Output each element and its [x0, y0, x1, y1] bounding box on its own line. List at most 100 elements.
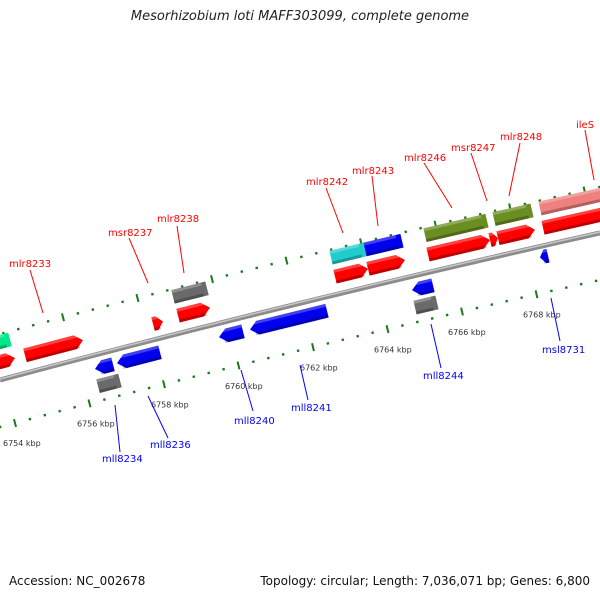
reverse-gene-label[interactable]: mll8244	[423, 371, 464, 382]
reverse-scale-minor-tick	[266, 356, 270, 360]
forward-gene-label[interactable]: mlr8243	[352, 166, 394, 177]
gene-feature[interactable]	[366, 253, 406, 276]
genome-backbone-highlight	[0, 231, 600, 380]
reverse-scale-major-tick	[460, 307, 464, 316]
reverse-scale-minor-tick	[58, 409, 62, 413]
forward-scale-minor-tick	[31, 323, 35, 327]
gene-feature[interactable]	[496, 223, 536, 246]
reverse-scale-minor-tick	[296, 349, 300, 353]
gene-feature[interactable]	[217, 324, 245, 345]
forward-scale-minor-tick	[225, 273, 229, 277]
gene-feature[interactable]	[23, 333, 85, 363]
reverse-scale-major-tick	[13, 418, 17, 428]
reverse-scale-minor-tick	[43, 413, 47, 417]
scale-label: 6766 kbp	[448, 328, 486, 337]
scale-label: 6764 kbp	[374, 345, 412, 354]
forward-gene-label[interactable]: mlr8246	[404, 153, 446, 164]
forward-scale-minor-tick	[299, 255, 303, 259]
reverse-label-leader	[240, 369, 254, 412]
reverse-scale-major-tick	[236, 361, 241, 370]
gene-feature[interactable]	[0, 332, 12, 352]
reverse-scale-major-tick	[162, 380, 166, 389]
forward-scale-minor-tick	[597, 185, 600, 189]
reverse-label-leader	[114, 404, 121, 453]
reverse-scale-minor-tick	[222, 367, 226, 371]
reverse-scale-minor-tick	[564, 286, 568, 290]
forward-label-leader	[371, 175, 379, 227]
reverse-gene-label[interactable]: mll8240	[234, 416, 275, 427]
gene-feature[interactable]	[538, 248, 550, 264]
scale-label: 6754 kbp	[3, 439, 41, 448]
forward-gene-label[interactable]: msr8237	[108, 228, 153, 239]
reverse-scale-minor-tick	[400, 324, 404, 327]
reverse-gene-label[interactable]: msl8731	[542, 345, 585, 356]
reverse-scale-major-tick	[385, 324, 390, 334]
gene-feature[interactable]	[492, 203, 534, 226]
reverse-scale-minor-tick	[0, 425, 2, 429]
reverse-scale-minor-tick	[445, 313, 449, 317]
gene-feature[interactable]	[96, 373, 122, 393]
forward-gene-label[interactable]: mlr8238	[157, 214, 199, 225]
gene-feature[interactable]	[171, 281, 209, 304]
gene-feature[interactable]	[541, 203, 600, 235]
reverse-scale-minor-tick	[281, 352, 285, 356]
reverse-scale-minor-tick	[490, 303, 494, 307]
forward-gene-label[interactable]: mlr8248	[500, 132, 542, 143]
forward-gene-label[interactable]: mlr8242	[306, 177, 348, 188]
forward-label-leader	[176, 225, 185, 274]
reverse-scale-minor-tick	[549, 289, 553, 293]
gene-feature[interactable]	[538, 183, 600, 216]
scale-label: 6756 kbp	[77, 420, 115, 429]
gene-feature[interactable]	[151, 315, 164, 331]
reverse-gene-label[interactable]: mll8241	[291, 403, 332, 414]
gene-feature[interactable]	[426, 233, 491, 262]
reverse-scale-major-tick	[311, 342, 315, 352]
reverse-scale-minor-tick	[28, 417, 32, 421]
reverse-scale-minor-tick	[251, 360, 255, 364]
forward-gene-label[interactable]: msr8247	[451, 143, 496, 154]
forward-label-leader	[508, 142, 521, 197]
reverse-scale-minor-tick	[415, 320, 419, 324]
forward-gene-label[interactable]: ileS	[576, 120, 594, 131]
gene-feature[interactable]	[410, 278, 435, 298]
forward-label-leader	[29, 269, 44, 314]
forward-label-leader	[325, 187, 344, 234]
gene-feature[interactable]	[488, 231, 499, 247]
reverse-scale-minor-tick	[475, 306, 479, 310]
reverse-scale-minor-tick	[177, 378, 181, 382]
reverse-scale-minor-tick	[520, 296, 524, 300]
forward-scale-minor-tick	[121, 300, 125, 304]
forward-gene-label[interactable]: mlr8233	[9, 259, 51, 270]
reverse-scale-minor-tick	[430, 317, 434, 320]
forward-scale-minor-tick	[76, 311, 80, 315]
forward-scale-major-tick	[210, 274, 214, 284]
gene-feature[interactable]	[329, 242, 367, 265]
reverse-gene-label[interactable]: mll8236	[150, 440, 191, 451]
gene-feature[interactable]	[115, 345, 162, 370]
forward-scale-minor-tick	[419, 226, 423, 230]
scale-label: 6768 kbp	[523, 311, 561, 320]
reverse-scale-minor-tick	[147, 386, 151, 390]
accession-text: Accession: NC_002678	[9, 574, 146, 588]
reverse-label-leader	[147, 395, 169, 439]
gene-feature[interactable]	[176, 301, 211, 323]
forward-scale-minor-tick	[270, 262, 274, 266]
gene-feature[interactable]	[363, 233, 404, 257]
gene-feature[interactable]	[333, 262, 369, 284]
forward-scale-major-tick	[135, 293, 140, 303]
genome-title: Mesorhizobium loti MAFF303099, complete …	[130, 9, 470, 24]
forward-scale-minor-tick	[255, 266, 259, 270]
reverse-scale-major-tick	[87, 399, 92, 408]
gene-feature[interactable]	[423, 213, 489, 243]
reverse-scale-minor-tick	[326, 341, 330, 345]
forward-scale-minor-tick	[404, 230, 408, 234]
reverse-scale-minor-tick	[371, 331, 375, 335]
gene-feature[interactable]	[248, 303, 329, 337]
gene-feature[interactable]	[0, 351, 17, 372]
gene-feature[interactable]	[93, 357, 115, 376]
forward-scale-major-tick	[284, 256, 289, 265]
scale-label: 6760 kbp	[225, 382, 263, 391]
reverse-gene-label[interactable]: mll8234	[102, 454, 143, 465]
gene-feature[interactable]	[413, 295, 439, 315]
reverse-scale-minor-tick	[192, 375, 196, 379]
